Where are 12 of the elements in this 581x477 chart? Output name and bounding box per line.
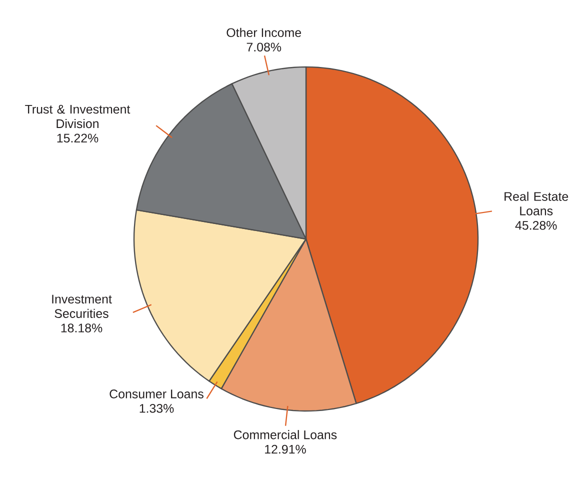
data-label: 15.22% [57,134,98,143]
data-label: 1.33% [140,404,174,413]
slice-label: Trust & Investment Division [25,104,130,128]
slice-label: Other Income [226,28,302,38]
data-label: 18.18% [61,324,102,332]
data-label: 12.91% [265,444,306,454]
slice-label: Real Estate Loans [504,192,568,216]
slice-label: Consumer Loans [110,390,204,398]
data-label: 7.08% [246,42,282,52]
data-label: 45.28% [515,220,557,230]
slice-label: Commercial Loans [234,430,337,440]
slice-label: Investment Securities [52,294,112,318]
